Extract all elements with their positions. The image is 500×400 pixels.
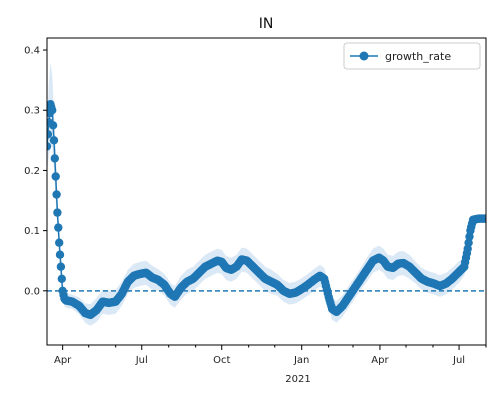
data-point [52, 190, 61, 199]
y-tick-label: 0.0 [24, 286, 40, 297]
data-point [55, 238, 64, 247]
chart-title: IN [259, 16, 274, 32]
data-point [48, 106, 57, 115]
data-point [48, 121, 58, 130]
y-tick-label: 0.3 [24, 106, 40, 117]
plot-frame [46, 37, 487, 346]
data-point [47, 130, 53, 139]
x-tick-label: Jul [452, 355, 465, 366]
x-axis-year-label: 2021 [285, 374, 310, 385]
data-point [56, 262, 66, 271]
data-point [53, 208, 62, 217]
y-axis: 0.0 0.1 0.2 0.3 0.4 [24, 46, 47, 297]
legend-box [343, 42, 481, 70]
x-tick-label: Apr [371, 355, 389, 366]
data-point [49, 136, 59, 145]
series-marker-layer [47, 100, 486, 320]
x-tick-label: Jul [135, 355, 148, 366]
x-tick-label: Oct [213, 355, 230, 366]
x-axis: Apr Jul Oct Jan Apr Jul [54, 345, 487, 366]
data-point [481, 214, 486, 223]
x-tick-label: Apr [54, 355, 72, 366]
data-point [57, 274, 66, 283]
data-point [55, 250, 65, 259]
y-tick-label: 0.2 [24, 166, 40, 177]
uncertainty-band [47, 62, 486, 326]
x-tick-label: Jan [293, 355, 309, 366]
uncertainty-band-layer [47, 62, 486, 326]
data-point [50, 154, 59, 163]
data-point [54, 223, 63, 232]
legend-marker-swatch [359, 51, 369, 61]
y-tick-label: 0.1 [24, 226, 40, 237]
y-tick-label: 0.4 [24, 46, 40, 57]
legend: growth_rate [343, 42, 481, 70]
data-point [51, 172, 60, 181]
legend-label-growth-rate: growth_rate [385, 50, 451, 63]
data-point [47, 142, 52, 151]
